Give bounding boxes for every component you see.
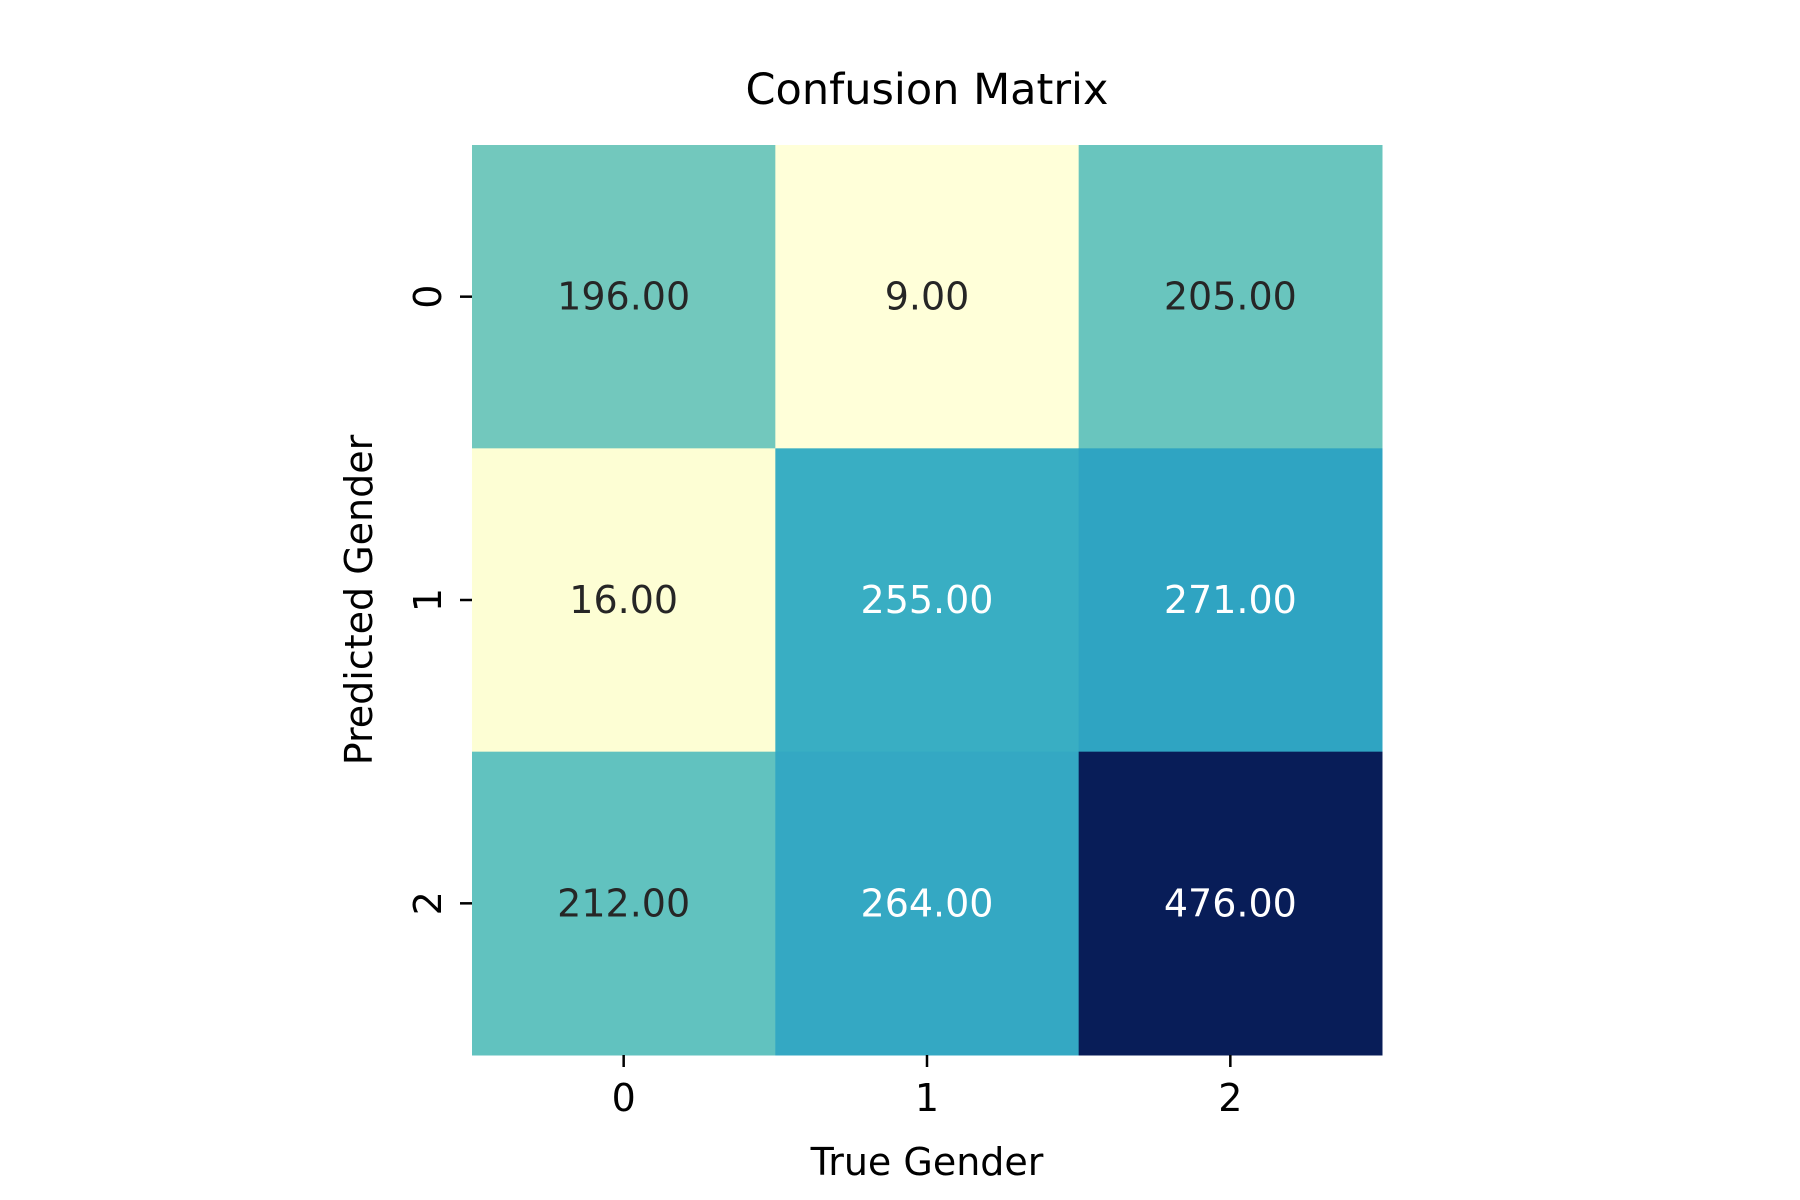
heatmap-cells: 196.00 9.00 205.00 16.00 255.00 271.00 212.00 2… — [472, 145, 1383, 1056]
x-tick-label-1: 1 — [915, 1076, 939, 1120]
chart-title: Confusion Matrix — [746, 65, 1109, 115]
heatmap-cell-1-0 — [472, 448, 776, 753]
x-tick-label-2: 2 — [1218, 1076, 1242, 1120]
cell-value-label-2-1: 264.00 — [861, 881, 994, 925]
cell-value-label-0-0: 196.00 — [557, 275, 690, 319]
heatmap-cell-0-2 — [1078, 145, 1383, 449]
cell-value-label-1-1: 255.00 — [861, 578, 994, 622]
y-tick-label-1: 1 — [406, 588, 450, 612]
cell-value-label-1-2: 271.00 — [1164, 578, 1297, 622]
x-axis-label: True Gender — [810, 1140, 1044, 1184]
heatmap-cell-2-0 — [472, 751, 776, 1056]
x-tick-label-0: 0 — [612, 1076, 636, 1120]
heatmap-cell-1-2 — [1078, 448, 1383, 753]
y-tick-label-0: 0 — [406, 285, 450, 309]
heatmap-cell-0-0 — [472, 145, 776, 449]
y-axis-label: Predicted Gender — [337, 434, 381, 765]
cell-value-label-1-0: 16.00 — [569, 578, 678, 622]
heatmap-cell-2-2 — [1078, 751, 1383, 1056]
cell-value-label-2-2: 476.00 — [1164, 881, 1297, 925]
cell-value-label-0-1: 9.00 — [885, 275, 970, 319]
heatmap-cell-2-1 — [775, 751, 1080, 1056]
x-axis-ticks: 0 1 2 — [612, 1055, 1242, 1120]
cell-value-label-2-0: 212.00 — [557, 881, 690, 925]
y-axis-ticks: 0 1 2 — [406, 285, 472, 915]
heatmap-cell-1-1 — [775, 448, 1080, 753]
cell-value-label-0-2: 205.00 — [1164, 275, 1297, 319]
y-tick-label-2: 2 — [406, 891, 450, 915]
heatmap-cell-0-1 — [775, 145, 1080, 449]
